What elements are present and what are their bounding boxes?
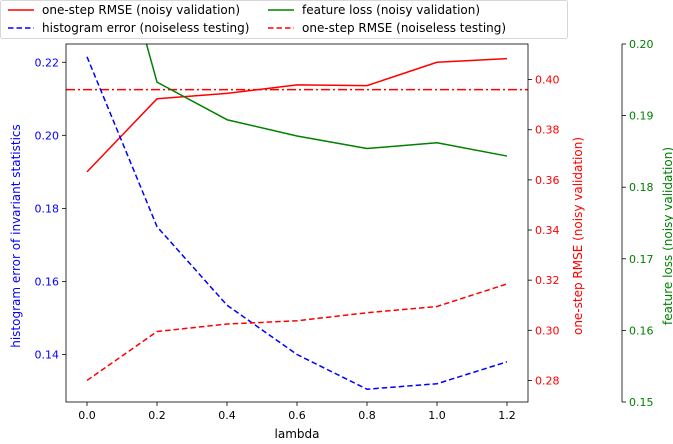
legend: one-step RMSE (noisy validation) feature … — [0, 0, 568, 39]
y-right-rmse-tick-label: 0.40 — [535, 74, 560, 87]
y-right-rmse-tick-label: 0.28 — [535, 374, 560, 387]
y-right-rmse-tick-label: 0.32 — [535, 274, 560, 287]
x-tick-label: 0.4 — [218, 409, 236, 422]
x-axis-label: lambda — [275, 427, 320, 441]
y-axis-left: 0.14 0.16 0.18 0.20 0.22 — [35, 56, 66, 362]
y-right-feature-loss-tick-label: 0.16 — [629, 324, 654, 337]
y-right-feature-loss-tick-label: 0.18 — [629, 181, 654, 194]
series-line-1 — [86, 56, 508, 390]
plot-frame — [65, 43, 529, 403]
y-axis-right-rmse: 0.28 0.30 0.32 0.34 0.36 0.38 0.40 — [528, 74, 560, 387]
x-tick-label: 0.6 — [288, 409, 306, 422]
legend-box — [0, 0, 568, 39]
x-axis: 0.0 0.2 0.4 0.6 0.8 1.0 1.2 — [78, 402, 516, 422]
x-tick-label: 0.0 — [78, 409, 96, 422]
y-left-tick-label: 0.22 — [35, 56, 60, 69]
legend-label: histogram error (noiseless testing) — [42, 21, 249, 35]
legend-label: feature loss (noisy validation) — [302, 3, 480, 17]
y-right-feature-loss-tick-label: 0.20 — [629, 38, 654, 51]
y-axis-right-feature-loss: 0.15 0.16 0.17 0.18 0.19 0.20 — [621, 38, 654, 409]
y-left-tick-label: 0.18 — [35, 202, 60, 215]
y-axis-right-rmse-label: one-step RMSE (noisy validation) — [571, 137, 585, 335]
y-right-rmse-tick-label: 0.34 — [535, 224, 560, 237]
y-right-feature-loss-tick-label: 0.19 — [629, 110, 654, 123]
x-tick-label: 0.8 — [358, 409, 376, 422]
y-left-tick-label: 0.20 — [35, 129, 60, 142]
legend-label: one-step RMSE (noiseless testing) — [302, 21, 506, 35]
y-right-feature-loss-tick-label: 0.17 — [629, 253, 654, 266]
y-axis-left-label: histogram error of invariant statistics — [9, 124, 23, 348]
series-line-3 — [86, 283, 508, 382]
y-right-feature-loss-tick-label: 0.15 — [629, 396, 654, 409]
plot-area — [65, 43, 529, 403]
y-right-rmse-tick-label: 0.36 — [535, 174, 560, 187]
series-line-0 — [86, 57, 508, 173]
y-right-rmse-tick-label: 0.30 — [535, 324, 560, 337]
y-left-tick-label: 0.16 — [35, 275, 60, 288]
y-right-rmse-tick-label: 0.38 — [535, 124, 560, 137]
series-line-2 — [145, 44, 508, 157]
x-tick-label: 0.2 — [148, 409, 166, 422]
x-tick-label: 1.0 — [428, 409, 446, 422]
series-lines — [66, 44, 528, 390]
y-axis-right-feature-loss-label: feature loss (noisy validation) — [661, 147, 673, 325]
y-left-tick-label: 0.14 — [35, 349, 60, 362]
x-tick-label: 1.2 — [498, 409, 516, 422]
legend-label: one-step RMSE (noisy validation) — [42, 3, 240, 17]
